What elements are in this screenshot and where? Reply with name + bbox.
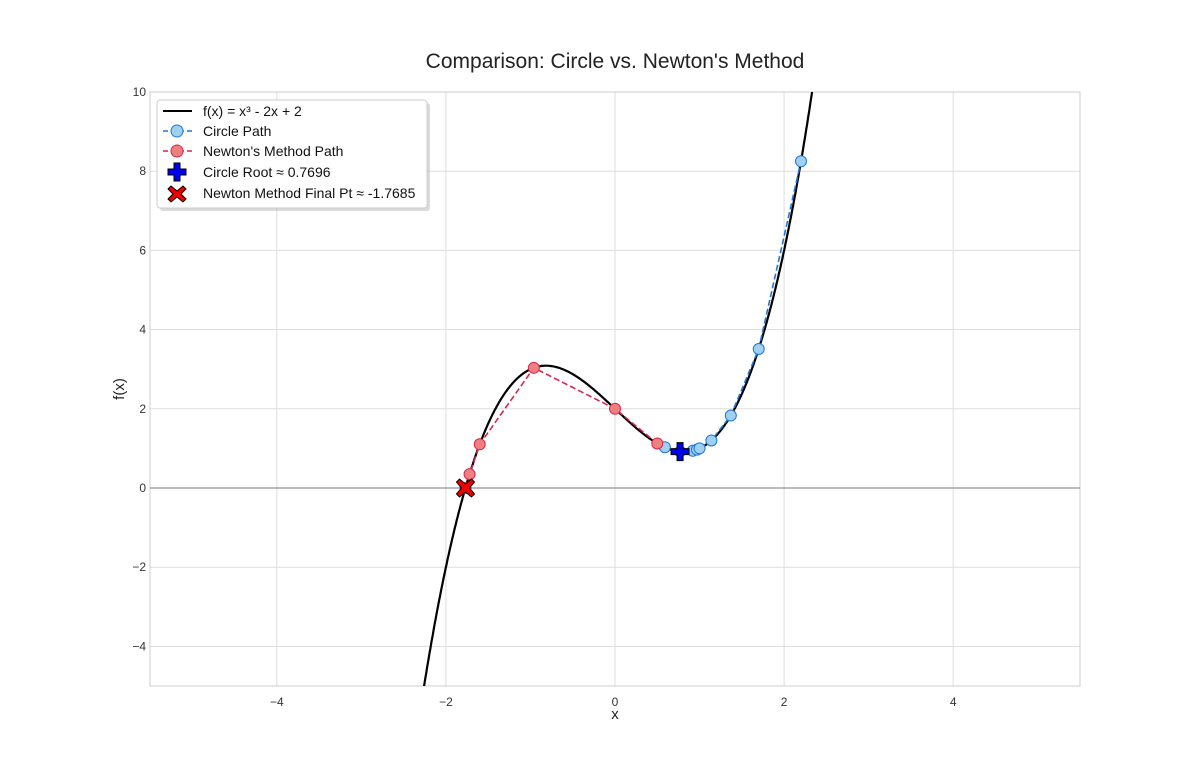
plot-area <box>150 92 1080 686</box>
plot-frame <box>149 91 1081 687</box>
legend-item-circle-path: Circle Path <box>203 123 271 139</box>
legend-item-function: f(x) = x³ - 2x + 2 <box>203 103 302 119</box>
svg-text:6: 6 <box>139 243 146 257</box>
svg-text:−4: −4 <box>270 695 284 709</box>
chart-title: Comparison: Circle vs. Newton's Method <box>426 50 805 73</box>
tick-labels: −4 −2 0 2 4 −4 −2 0 2 4 6 8 10 <box>132 85 957 709</box>
legend-item-newton-final: Newton Method Final Pt ≈ -1.7685 <box>203 185 416 201</box>
svg-text:−2: −2 <box>132 560 146 574</box>
svg-text:−4: −4 <box>132 639 146 653</box>
svg-text:−2: −2 <box>439 695 453 709</box>
y-axis-label: f(x) <box>111 378 128 400</box>
svg-text:0: 0 <box>139 481 146 495</box>
legend-item-newton-path: Newton's Method Path <box>203 143 343 159</box>
svg-text:4: 4 <box>139 323 146 337</box>
svg-text:10: 10 <box>133 85 147 99</box>
svg-text:8: 8 <box>139 164 146 178</box>
x-marker-icon <box>167 185 187 203</box>
svg-text:2: 2 <box>139 402 146 416</box>
x-axis-label: x <box>611 706 619 723</box>
legend: f(x) = x³ - 2x + 2 Circle Path Newton's … <box>156 99 430 211</box>
svg-text:4: 4 <box>950 695 957 709</box>
legend-item-circle-root: Circle Root ≈ 0.7696 <box>203 164 331 180</box>
svg-text:0: 0 <box>612 695 619 709</box>
plus-marker-icon <box>167 162 187 182</box>
svg-text:2: 2 <box>781 695 788 709</box>
